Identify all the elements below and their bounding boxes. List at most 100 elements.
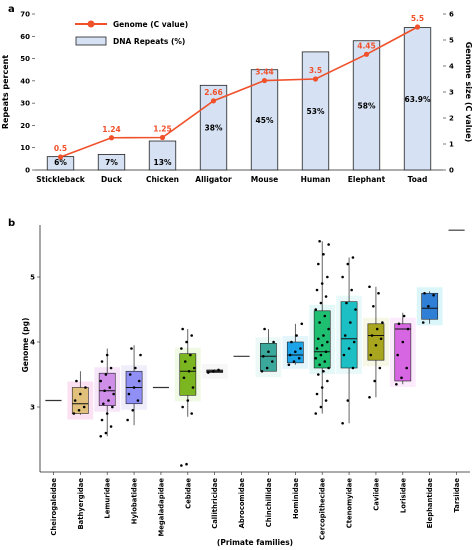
panel-b-point [105, 412, 109, 415]
panel-b-point [299, 347, 302, 350]
panel-b-point [290, 340, 293, 344]
panel-a-bar-label: 6% [54, 158, 67, 167]
panel-a-bar [97, 153, 126, 171]
panel-a-chart: Repeats percent Genome size (C value) Ge… [1, 11, 473, 185]
panel-b-point [381, 321, 384, 324]
panel-b-point [185, 462, 188, 466]
panel-b-point [77, 408, 81, 412]
panel-b-point [406, 327, 410, 331]
panel-b-point [374, 343, 378, 347]
panel-b-point [379, 337, 383, 341]
panel-b-point [351, 256, 355, 259]
panel-a-bar-label: 38% [205, 124, 223, 133]
panel-b-point [260, 369, 264, 373]
panel-a-y2-axis-label: Genome size (C value) [464, 42, 473, 143]
panel-b-point [107, 399, 110, 402]
panel-b-point [112, 392, 115, 396]
panel-a-genome-label: 5.5 [411, 14, 424, 23]
panel-b-point [402, 314, 406, 318]
panel-b-category-label: Cercopithecidae [319, 478, 327, 540]
panel-a-genome-point [312, 76, 319, 82]
panel-b-point [324, 350, 328, 354]
panel-b-point [343, 334, 347, 337]
panel-b-point [288, 353, 292, 357]
panel-b-point [342, 353, 346, 357]
panel-b-point [190, 334, 193, 337]
panel-a-category-label: Human [301, 175, 331, 184]
panel-b-point [368, 285, 371, 289]
panel-a-label: a [8, 4, 15, 15]
panel-b-category-label: Hylobatidae [131, 478, 139, 525]
panel-b-point [82, 405, 86, 409]
panel-b-point [317, 337, 320, 341]
panel-b-point [180, 464, 183, 467]
panel-b-box [340, 301, 358, 369]
panel-b-point [287, 363, 291, 367]
panel-a-bar-label: 58% [358, 101, 376, 110]
panel-b-point [137, 379, 141, 383]
panel-b-point [400, 376, 403, 380]
panel-b-point [271, 360, 274, 363]
panel-a-y2-tick-label: 5 [449, 37, 454, 45]
panel-a-genome-point [363, 51, 370, 57]
panel-a-genome-line [60, 26, 418, 158]
panel-b-point [104, 373, 108, 376]
panel-b-point [132, 386, 136, 389]
panel-b-chart: Genome (pg) (Primate families) 3 4 5 Cheiro… [21, 225, 470, 547]
panel-b-point [370, 334, 374, 337]
panel-b-box [367, 323, 385, 361]
panel-b-point [375, 327, 379, 331]
panel-b-point [99, 434, 103, 438]
panel-b-category-label: Chinchillidae [265, 478, 273, 528]
panel-b-point [187, 369, 191, 373]
panel-b-point [126, 418, 129, 422]
panel-b-point [103, 389, 106, 393]
panel-b-point [326, 379, 329, 383]
panel-b-category-label: Ctenomyidae [346, 478, 354, 529]
panel-b-point [267, 350, 270, 354]
panel-b-point [345, 301, 348, 305]
panel-b-point [368, 395, 371, 399]
panel-b-point [317, 262, 320, 266]
panel-b-category-label: Bathyergidae [77, 478, 85, 530]
panel-b-point [372, 304, 375, 308]
panel-b-point [323, 360, 327, 363]
panel-b-point [186, 399, 190, 402]
panel-b-category-label: Tarsiidae [453, 478, 461, 513]
panel-a-category-label: Stickleback [36, 175, 86, 184]
panel-b-point [192, 366, 196, 370]
panel-b-point [396, 353, 399, 357]
panel-b-point [292, 360, 296, 363]
panel-b-point [341, 421, 344, 425]
panel-a-category-label: Chicken [146, 175, 179, 184]
panel-a-y-tick-label: 60 [20, 33, 30, 41]
panel-b-point [324, 295, 328, 298]
panel-a-y-tick-label: 40 [20, 77, 30, 85]
panel-b-point [350, 288, 353, 292]
panel-a-bar-label: 63.9% [404, 95, 431, 104]
panel-a-genome-label: 1.25 [153, 125, 172, 134]
legend-genome-label: Genome (C value) [113, 20, 188, 29]
panel-b-point [320, 386, 324, 389]
panel-a-y-tick-label: 10 [20, 144, 30, 152]
panel-b-point [105, 353, 109, 357]
panel-b-point [322, 334, 325, 337]
panel-b-box [179, 353, 197, 396]
panel-b-point [136, 399, 140, 402]
panel-a-y2-tick-label: 6 [449, 11, 454, 19]
panel-b-box [260, 342, 277, 372]
panel-b-point [183, 360, 187, 363]
panel-a-genome-label: 4.45 [357, 41, 376, 50]
panel-b-point [427, 304, 430, 308]
panel-b-point [111, 405, 114, 409]
panel-b-point [369, 353, 373, 357]
panel-b-point [314, 308, 318, 311]
panel-b-point [180, 347, 183, 350]
panel-b-point [130, 347, 133, 350]
panel-a-bar [301, 51, 330, 171]
panel-b-point [300, 322, 304, 326]
panel-a-genome-label: 1.24 [102, 125, 121, 134]
panel-b-point [265, 366, 269, 370]
panel-b-box [394, 323, 412, 382]
panel-b-point [326, 275, 329, 279]
